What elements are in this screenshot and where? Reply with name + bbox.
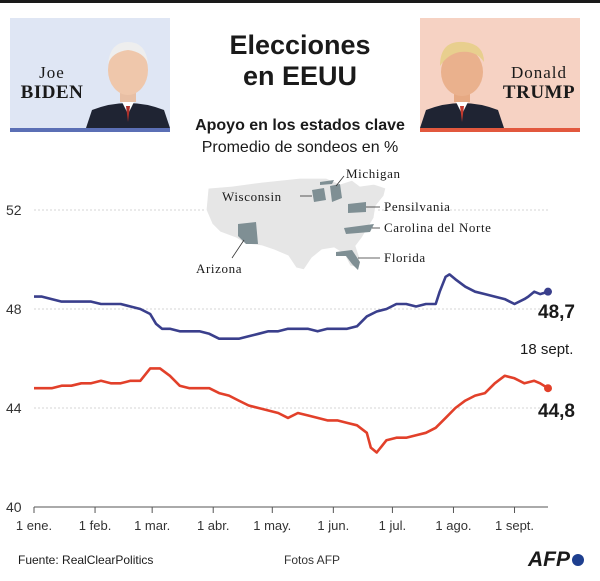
- swing-states-map: Wisconsin Michigan Pensilvania Carolina …: [196, 166, 492, 276]
- label-wisconsin: Wisconsin: [222, 189, 282, 204]
- end-label-date: 18 sept.: [520, 341, 573, 358]
- afp-logo-text: AFP: [528, 548, 570, 571]
- afp-logo: AFP: [528, 548, 584, 572]
- subtitle-line-2: Promedio de sondeos en %: [201, 138, 399, 156]
- trump-portrait: [420, 41, 504, 128]
- title-line-1: Elecciones: [229, 30, 371, 60]
- subtitle-line-1: Apoyo en los estados clave: [195, 117, 405, 134]
- end-label-biden: 48,7: [538, 302, 575, 323]
- end-label-trump: 44,8: [538, 401, 575, 422]
- x-tick-label: 1 abr.: [197, 518, 230, 533]
- series-line-trump: [34, 367, 549, 454]
- trump-name: Donald Trump: [500, 63, 578, 104]
- x-tick-label: 1 ago.: [435, 518, 471, 533]
- state-pensilvania: [348, 202, 366, 213]
- photo-credit: Fotos AFP: [284, 553, 341, 567]
- label-pensilvania: Pensilvania: [384, 199, 451, 214]
- map-leader-lines: [231, 175, 380, 259]
- chart-title: Elecciones en EEUU: [180, 30, 420, 92]
- end-point-biden: [544, 287, 552, 296]
- x-tick-label: 1 mar.: [134, 518, 170, 533]
- biden-name: Joe Biden: [14, 63, 90, 104]
- biden-portrait: [86, 42, 170, 128]
- state-wisconsin: [312, 188, 326, 202]
- x-tick-label: 1 may.: [253, 518, 291, 533]
- label-arizona: Arizona: [196, 261, 242, 276]
- y-axis: 40 44 48 52: [6, 202, 22, 515]
- x-tick-label: 1 ene.: [16, 518, 52, 533]
- y-tick-label: 52: [6, 202, 22, 218]
- chart-subtitle: Apoyo en los estados clave Promedio de s…: [150, 115, 450, 158]
- label-carolina: Carolina del Norte: [384, 220, 492, 235]
- x-tick-label: 1 sept.: [495, 518, 534, 533]
- source-note: Fuente: RealClearPolitics: [18, 553, 154, 567]
- state-carolina-del-norte: [344, 224, 374, 234]
- biden-first-name: Joe: [39, 63, 65, 82]
- biden-panel: Joe Biden: [10, 18, 170, 132]
- x-tick-label: 1 jun.: [317, 518, 349, 533]
- title-line-2: en EEUU: [242, 61, 358, 92]
- leader-arizona: [231, 239, 245, 259]
- y-tick-label: 40: [6, 499, 22, 515]
- x-tick-label: 1 jul.: [379, 518, 406, 533]
- trump-last-name: Trump: [502, 81, 576, 103]
- label-michigan: Michigan: [346, 166, 401, 181]
- series-line-biden: [34, 273, 549, 340]
- top-rule: [0, 0, 600, 3]
- trump-first-name: Donald: [510, 63, 568, 82]
- afp-logo-dot: [572, 554, 584, 567]
- gridlines: [34, 209, 548, 508]
- y-tick-label: 48: [6, 301, 22, 317]
- trump-panel: Donald Trump: [420, 18, 580, 132]
- state-arizona: [238, 222, 258, 244]
- biden-last-name: Biden: [20, 81, 84, 103]
- y-tick-label: 44: [6, 400, 22, 416]
- label-florida: Florida: [384, 250, 426, 265]
- state-florida: [336, 250, 360, 270]
- leader-michigan: [335, 175, 345, 187]
- x-axis: 1 ene. 1 feb. 1 mar. 1 abr. 1 may. 1 jun. 1 ju…: [16, 507, 534, 533]
- x-tick-label: 1 feb.: [79, 518, 112, 533]
- end-point-trump: [544, 384, 552, 393]
